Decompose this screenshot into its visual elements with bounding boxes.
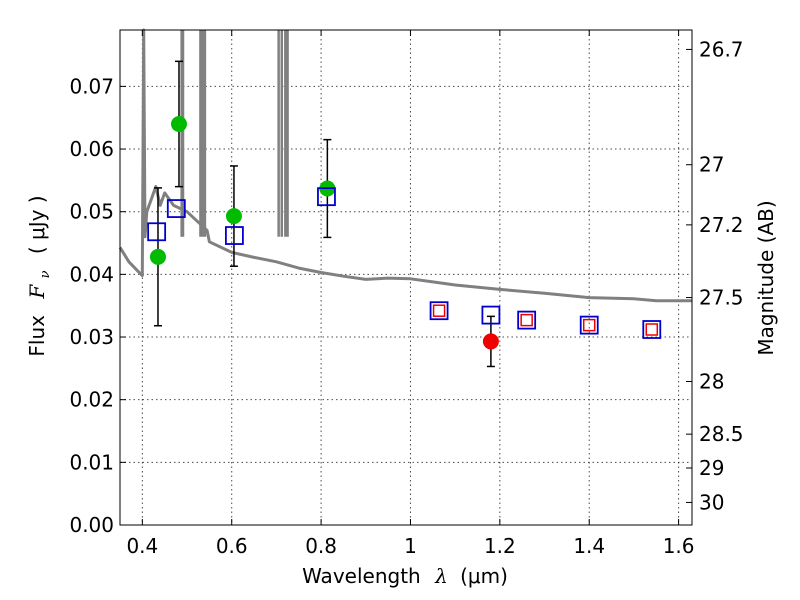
x-axis-label-text: Wavelength (302, 564, 421, 588)
magnitude-tick-label: 28 (699, 370, 724, 394)
model-square-red (432, 304, 446, 317)
y-tick-label: 0.06 (69, 137, 114, 161)
model-square-red (582, 318, 596, 332)
green-data-point (170, 115, 187, 132)
y-tick-label: 0.05 (69, 200, 114, 224)
y-tick-label: 0.02 (69, 388, 114, 412)
model-square-blue (147, 222, 167, 242)
points-layer (147, 60, 662, 368)
x-tick-label: 1.6 (663, 534, 695, 558)
x-axis-label: Wavelength λ (μm) (302, 564, 508, 588)
magnitude-tick-label: 29 (699, 456, 724, 480)
magnitude-axis-label: Magnitude (AB) (754, 200, 778, 355)
grid-lines (120, 30, 692, 526)
sed-model-line (118, 28, 692, 303)
model-square-blue (429, 301, 449, 321)
y-tick-label: 0.03 (69, 325, 114, 349)
y-axis-label: Flux F ν ( μJy ) (25, 195, 54, 356)
y-tick-label: 0.01 (69, 450, 114, 474)
green-data-point (225, 208, 242, 225)
x-tick-label: 0.4 (126, 534, 158, 558)
x-axis-label-unit: (μm) (460, 564, 508, 588)
magnitude-tick-label: 27.5 (699, 286, 744, 310)
model-square-blue (481, 305, 501, 325)
magnitude-tick-label: 30 (699, 490, 724, 514)
magnitude-tick-label: 26.7 (699, 37, 744, 61)
y-axis-label-sub: ν (38, 270, 53, 278)
model-square-blue (166, 199, 186, 218)
x-tick-label: 1 (404, 534, 417, 558)
y-tick-label: 0.00 (69, 513, 114, 537)
model-square-blue (317, 187, 336, 207)
model-square-blue (579, 315, 599, 335)
sed-layer (118, 28, 692, 303)
red-data-point (482, 333, 499, 350)
x-tick-label: 0.8 (305, 534, 337, 558)
x-axis-ticks: 0.4 0.6 0.8 1 1.2 1.4 1.6 (126, 30, 695, 558)
x-axis-label-var: λ (434, 564, 448, 588)
y-tick-label: 0.04 (69, 262, 114, 286)
plot-frame (119, 29, 693, 526)
magnitude-tick-label: 27.2 (699, 213, 744, 237)
magnitude-tick-label: 27 (699, 153, 724, 177)
y-axis-ticks: 0.00 0.01 0.02 0.03 0.04 0.05 0.06 0.07 (69, 74, 126, 537)
model-square-red (645, 323, 659, 336)
y-axis-label-text: Flux (25, 315, 49, 357)
model-square-blue (224, 226, 244, 245)
y-axis-label-unit: ( μJy ) (25, 195, 49, 254)
x-tick-label: 1.4 (573, 534, 605, 558)
magnitude-tick-label: 28.5 (699, 422, 744, 446)
x-tick-label: 0.6 (216, 534, 248, 558)
model-square-blue (642, 320, 662, 339)
model-square-blue (517, 310, 537, 330)
x-tick-label: 1.2 (484, 534, 516, 558)
green-data-point (149, 248, 166, 265)
y-axis-label-var: F (25, 284, 49, 300)
model-square-red (520, 313, 533, 327)
y-tick-label: 0.07 (69, 74, 114, 98)
magnitude-axis-ticks: 26.7 27 27.2 27.5 28 28.5 29 30 (686, 37, 744, 514)
